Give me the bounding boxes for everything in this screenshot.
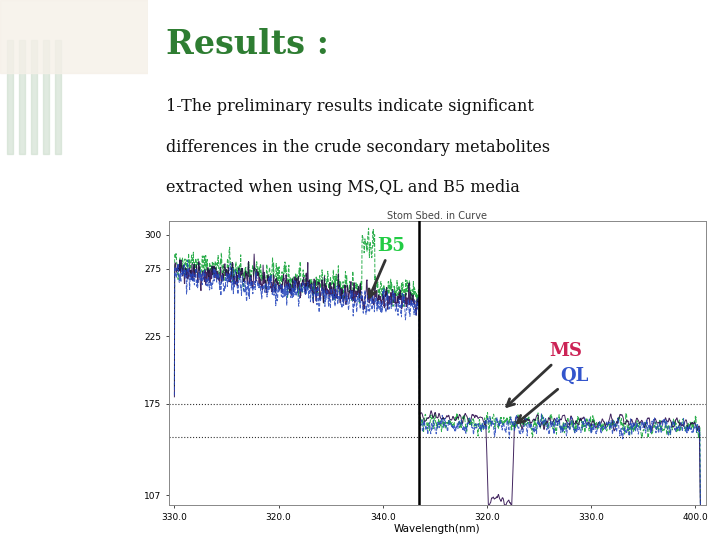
Text: extracted when using MS,QL and B5 media: extracted when using MS,QL and B5 media — [166, 179, 520, 195]
Bar — [55, 40, 60, 154]
Text: B5: B5 — [369, 237, 405, 297]
Bar — [7, 40, 13, 154]
Bar — [0, 0, 148, 73]
X-axis label: Wavelength(nm): Wavelength(nm) — [394, 524, 481, 534]
Bar — [42, 40, 49, 154]
Bar — [31, 40, 37, 154]
Text: Results :: Results : — [166, 28, 329, 62]
Text: MS: MS — [507, 342, 582, 407]
Text: QL: QL — [518, 367, 588, 423]
Title: Stom Sbed. in Curve: Stom Sbed. in Curve — [387, 211, 487, 221]
Bar — [19, 40, 25, 154]
Text: 1-The preliminary results indicate significant: 1-The preliminary results indicate signi… — [166, 98, 534, 115]
Text: differences in the crude secondary metabolites: differences in the crude secondary metab… — [166, 139, 550, 156]
